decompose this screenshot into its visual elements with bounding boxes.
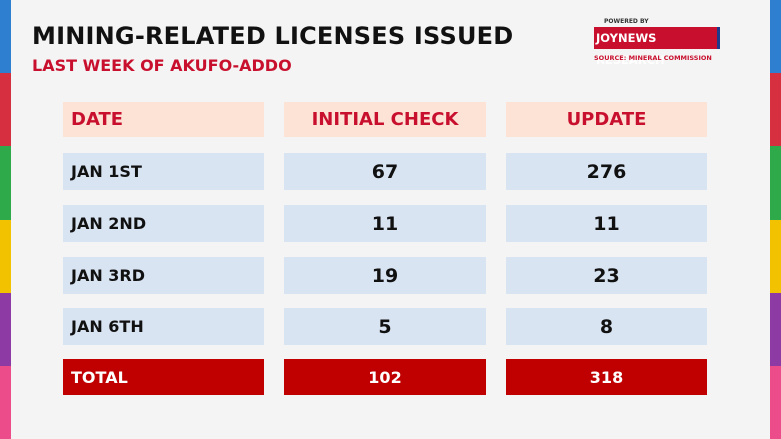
- row-4-initial-check: 5: [284, 308, 486, 345]
- column-header-update: UPDATE: [506, 102, 707, 137]
- total-label: TOTAL: [63, 359, 264, 395]
- column-header-date: DATE: [63, 102, 264, 137]
- row-3-date: JAN 3RD: [63, 257, 264, 294]
- row-3-initial-check: 19: [284, 257, 486, 294]
- row-1-update: 276: [506, 153, 707, 190]
- left-color-stripe: [0, 0, 11, 439]
- column-header-initial-check: INITIAL CHECK: [284, 102, 486, 137]
- total-initial-check: 102: [284, 359, 486, 395]
- row-3-update: 23: [506, 257, 707, 294]
- powered-by-label: POWERED BY: [604, 18, 649, 25]
- row-2-date: JAN 2ND: [63, 205, 264, 242]
- total-update: 318: [506, 359, 707, 395]
- row-1-initial-check: 67: [284, 153, 486, 190]
- right-color-stripe: [770, 0, 781, 439]
- page-subtitle: LAST WEEK OF AKUFO-ADDO: [32, 56, 292, 75]
- source-label: SOURCE: MINERAL COMMISSION: [594, 54, 712, 62]
- row-2-update: 11: [506, 205, 707, 242]
- row-1-date: JAN 1ST: [63, 153, 264, 190]
- brand-block: POWERED BY JOYNEWS RESEARCH SOURCE: MINE…: [594, 18, 729, 67]
- brand-logo: JOYNEWS RESEARCH: [594, 27, 720, 67]
- row-4-date: JAN 6TH: [63, 308, 264, 345]
- page-title: MINING-RELATED LICENSES ISSUED: [32, 22, 514, 50]
- row-2-initial-check: 11: [284, 205, 486, 242]
- row-4-update: 8: [506, 308, 707, 345]
